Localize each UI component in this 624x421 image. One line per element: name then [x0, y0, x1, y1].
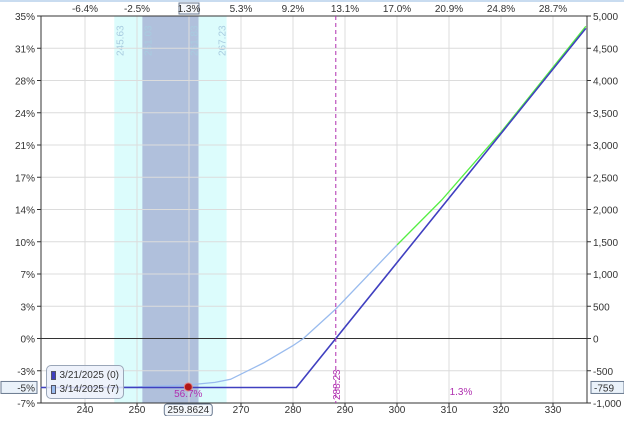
left-tick-label: 14% [15, 206, 35, 217]
left-tick-label: 3% [21, 302, 36, 313]
top-tick-label: -2.5% [124, 4, 150, 15]
x-tick-label: 240 [77, 405, 94, 416]
right-cursor-box [590, 380, 624, 394]
top-tick-label: 13.1% [331, 4, 359, 15]
left-tick-label: 0% [21, 335, 36, 346]
legend-item[interactable]: 3/14/2025 (7) [51, 382, 119, 396]
x-tick-label: 310 [441, 405, 458, 416]
legend-item[interactable]: 3/21/2025 (0) [51, 368, 119, 382]
left-tick-label: 21% [15, 141, 35, 152]
left-tick-label: 28% [15, 77, 35, 88]
legend-swatch [51, 384, 56, 394]
right-tick-label: 500 [593, 302, 610, 313]
series-line-expiration [40, 27, 587, 389]
bottom-note: 1.3% [450, 387, 473, 398]
band-label: 261.83 [190, 25, 201, 56]
x-cursor-label: 259.8624 [167, 405, 209, 416]
x-tick-label: 290 [337, 405, 354, 416]
top-tick-label: -6.4% [72, 4, 98, 15]
top-tick-label: 5.3% [230, 4, 253, 15]
band-label: 267.23 [218, 25, 229, 56]
left-tick-label: -3% [17, 367, 35, 378]
right-tick-label: 0 [593, 335, 599, 346]
breakeven-label: 288.23 [332, 369, 343, 400]
x-tick-label: 330 [545, 405, 562, 416]
top-tick-label: 17.0% [383, 4, 411, 15]
band-label: 245.63 [115, 25, 126, 56]
right-tick-label: 4,500 [593, 44, 618, 55]
probability-label: 56.7% [174, 389, 202, 400]
legend-swatch [51, 370, 56, 380]
x-tick-label: 280 [285, 405, 302, 416]
top-tick-label: 24.8% [487, 4, 515, 15]
left-cursor-box [0, 380, 38, 394]
right-tick-label: 4,000 [593, 77, 618, 88]
legend-label: 3/14/2025 (7) [59, 383, 120, 395]
right-tick-label: -1,000 [593, 399, 622, 410]
right-tick-label: 1,000 [593, 270, 618, 281]
legend: 3/21/2025 (0) 3/14/2025 (7) [46, 365, 124, 399]
top-cursor-label: 1.3% [178, 4, 201, 15]
top-cursor-box [178, 2, 200, 15]
left-tick-label: -7% [17, 399, 35, 410]
right-cursor-label: -759 [594, 383, 614, 394]
band-label: 251.03 [143, 25, 154, 56]
current-price-marker[interactable] [183, 382, 193, 392]
right-tick-label: 3,000 [593, 141, 618, 152]
right-tick-label: 2,500 [593, 173, 618, 184]
series-line-t7 [40, 244, 398, 389]
x-tick-label: 250 [129, 405, 146, 416]
left-tick-label: 24% [15, 109, 35, 120]
right-tick-label: 2,000 [593, 206, 618, 217]
right-tick-label: 1,500 [593, 238, 618, 249]
x-tick-label: 300 [389, 405, 406, 416]
right-tick-label: 3,500 [593, 109, 618, 120]
left-tick-label: 35% [15, 12, 35, 23]
legend-label: 3/21/2025 (0) [59, 369, 120, 381]
left-tick-label: 31% [15, 44, 35, 55]
x-tick-label: 320 [493, 405, 510, 416]
x-tick-label: 270 [233, 405, 250, 416]
left-tick-label: 10% [15, 238, 35, 249]
series-line-t7-highlight [396, 25, 587, 246]
top-tick-label: 20.9% [435, 4, 463, 15]
top-tick-label: 9.2% [282, 4, 305, 15]
left-tick-label: 17% [15, 173, 35, 184]
right-tick-label: -500 [593, 367, 613, 378]
top-tick-label: 28.7% [539, 4, 567, 15]
left-tick-label: 7% [21, 270, 36, 281]
right-tick-label: 5,000 [593, 12, 618, 23]
left-cursor-label: -5% [17, 383, 35, 394]
